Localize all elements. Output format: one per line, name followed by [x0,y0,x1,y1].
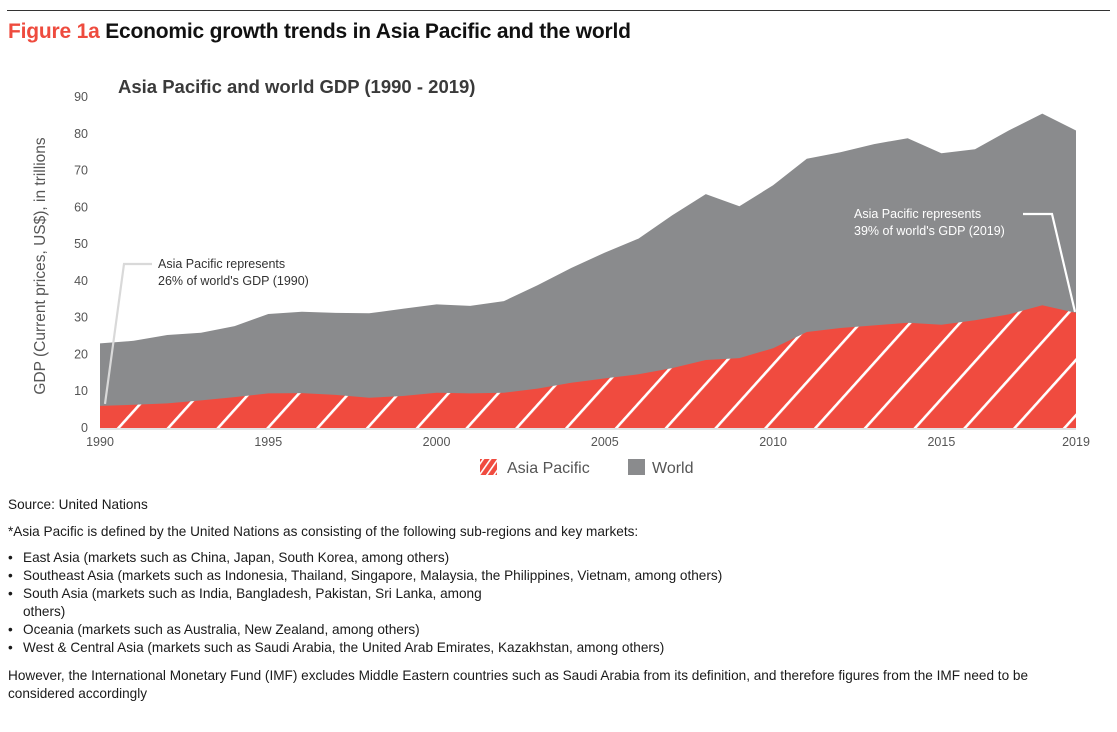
definition-note: *Asia Pacific is defined by the United N… [8,524,639,539]
annotation-2019-line2: 39% of world's GDP (2019) [854,224,1005,238]
region-list: East Asia (markets such as China, Japan,… [8,549,722,657]
region-item-southeast-asia: Southeast Asia (markets such as Indonesi… [8,567,722,585]
region-item-oceania: Oceania (markets such as Australia, New … [8,621,722,639]
chart-title: Asia Pacific and world GDP (1990 - 2019) [118,76,475,97]
asia-pacific-area [100,305,1076,428]
y-tick-label: 40 [74,274,88,288]
annotation-2019: Asia Pacific represents 39% of world's G… [854,207,1005,238]
figure-title: Figure 1a Economic growth trends in Asia… [8,20,631,44]
y-tick-label: 10 [74,384,88,398]
x-tick-label: 2000 [423,435,451,449]
source-note: Source: United Nations [8,497,148,512]
y-tick-label: 30 [74,311,88,325]
region-item-west-central-asia: West & Central Asia (markets such as Sau… [8,639,722,657]
legend-swatch-asia-pacific [480,459,497,475]
legend-label-world: World [652,460,694,477]
figure-title-text: Economic growth trends in Asia Pacific a… [105,20,631,43]
legend-swatch-world [628,459,645,475]
figure-number: Figure 1a [8,20,100,43]
y-tick-label: 60 [74,200,88,214]
x-tick-label: 2019 [1062,435,1090,449]
annotation-2019-leader-line [1023,212,1077,313]
legend: Asia Pacific World [480,459,694,477]
annotation-1990: Asia Pacific represents 26% of world's G… [158,257,309,288]
x-tick-label: 1995 [254,435,282,449]
y-tick-label: 70 [74,164,88,178]
x-tick-label: 2005 [591,435,619,449]
imf-note: However, the International Monetary Fund… [8,668,1029,701]
annotation-1990-line2: 26% of world's GDP (1990) [158,274,309,288]
legend-item-world: World [628,459,694,477]
legend-label-asia-pacific: Asia Pacific [507,460,590,477]
gdp-area-chart: Asia Pacific and world GDP (1990 - 2019)… [32,76,1090,477]
annotation-2019-line1: Asia Pacific represents [854,207,981,221]
x-tick-label: 1990 [86,435,114,449]
y-tick-label: 20 [74,347,88,361]
y-tick-label: 90 [74,90,88,104]
y-tick-label: 50 [74,237,88,251]
y-tick-label: 0 [81,421,88,435]
annotation-1990-line1: Asia Pacific represents [158,257,285,271]
x-tick-label: 2010 [759,435,787,449]
region-item-east-asia: East Asia (markets such as China, Japan,… [8,549,722,567]
annotation-1990-leader-line [103,262,152,405]
region-item-south-asia: South Asia (markets such as India, Bangl… [8,585,503,621]
legend-item-asia-pacific: Asia Pacific [480,459,590,477]
y-axis-label: GDP (Current prices, US$), in trillions [32,137,49,395]
x-tick-label: 2015 [927,435,955,449]
x-axis-ticks: 1990 1995 2000 2005 2010 2015 2019 [86,435,1090,449]
y-tick-label: 80 [74,127,88,141]
y-axis-ticks: 0 10 20 30 40 50 60 70 80 90 [74,90,88,435]
top-rule [7,10,1110,11]
